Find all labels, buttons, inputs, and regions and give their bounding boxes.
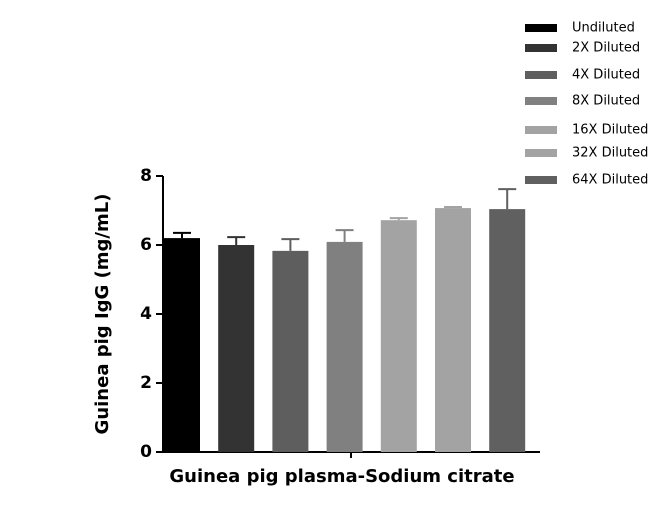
legend-label: 2X Diluted — [572, 41, 640, 56]
bar — [435, 208, 471, 452]
legend-label: Undiluted — [572, 21, 635, 36]
legend-swatch — [525, 97, 557, 105]
legend-label: 64X Diluted — [572, 173, 648, 188]
y-axis-label: Guinea pig IgG (mg/mL) — [92, 194, 113, 435]
legend-swatch — [525, 71, 557, 79]
legend-swatch — [525, 44, 557, 52]
legend-label: 8X Diluted — [572, 94, 640, 109]
legend-swatch — [525, 24, 557, 32]
legend-label: 32X Diluted — [572, 146, 648, 161]
legend-swatch — [525, 176, 557, 184]
legend-label: 4X Diluted — [572, 68, 640, 83]
y-tick-label: 6 — [140, 235, 152, 255]
bar — [164, 238, 200, 452]
bar — [380, 220, 417, 452]
y-tick-label: 0 — [140, 442, 152, 462]
bar — [272, 250, 309, 452]
legend-swatch — [525, 126, 557, 134]
y-tick-label: 8 — [140, 166, 152, 186]
y-tick-label: 4 — [140, 304, 152, 324]
bar — [326, 241, 363, 452]
bar — [489, 209, 526, 452]
bar — [218, 245, 255, 452]
y-tick-label: 2 — [140, 373, 152, 393]
x-tick-label: Guinea pig plasma-Sodium citrate — [169, 466, 514, 487]
legend-label: 16X Diluted — [572, 123, 648, 138]
legend-swatch — [525, 149, 557, 157]
